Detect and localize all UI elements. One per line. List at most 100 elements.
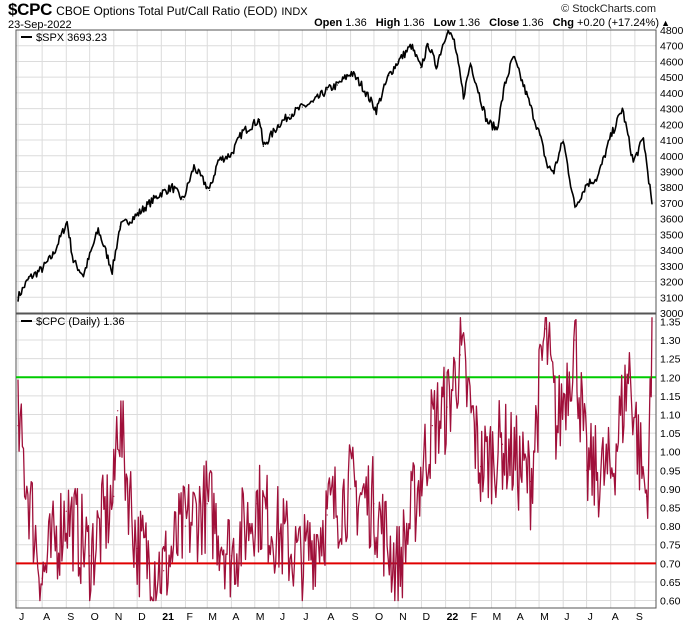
y-tick-label: 1.05 <box>660 428 681 440</box>
x-tick-label: J <box>564 611 569 623</box>
data-point <box>258 119 261 121</box>
data-point <box>119 225 121 228</box>
data-point <box>301 106 303 108</box>
data-point <box>529 480 532 483</box>
data-point <box>41 268 43 270</box>
data-point <box>501 443 504 445</box>
data-point <box>89 555 91 557</box>
security-name: CBOE Options Total Put/Call Ratio (EOD) <box>56 4 278 18</box>
data-point <box>526 93 528 96</box>
data-point <box>446 406 448 408</box>
data-point <box>326 89 328 91</box>
y-tick-label: 0.70 <box>660 558 681 570</box>
data-point <box>621 108 624 110</box>
data-point <box>72 260 74 262</box>
data-point <box>360 84 363 86</box>
y-tick-label: 3100 <box>660 292 684 304</box>
data-point <box>230 153 233 155</box>
data-point <box>651 203 653 205</box>
data-point <box>301 562 303 564</box>
open-value: 1.36 <box>345 17 367 29</box>
close-value: 1.36 <box>522 17 544 29</box>
y-tick-label: 3200 <box>660 277 684 289</box>
data-point <box>544 328 546 330</box>
y-tick-label: 4600 <box>660 56 684 68</box>
data-point <box>504 84 506 86</box>
y-tick-label: 1.00 <box>660 447 681 459</box>
data-point <box>182 199 184 201</box>
data-point <box>651 317 653 319</box>
x-tick-label: 22 <box>447 611 459 623</box>
data-point <box>163 570 165 572</box>
legend-label: $CPC (Daily) 1.36 <box>36 316 125 328</box>
x-tick-label: M <box>208 611 217 623</box>
data-point <box>241 131 243 133</box>
data-point <box>206 503 208 505</box>
y-tick-label: 3700 <box>660 198 684 210</box>
chart-date: 23-Sep-2022 <box>8 19 72 31</box>
x-tick-label: A <box>327 611 334 623</box>
x-tick-label: J <box>588 611 593 623</box>
data-point <box>645 495 648 497</box>
data-point <box>278 532 280 535</box>
y-tick-label: 0.80 <box>660 521 681 533</box>
triangle-up-icon: ▲ <box>661 18 670 28</box>
x-tick-label: A <box>517 611 524 623</box>
data-point <box>349 488 352 490</box>
x-tick-label: S <box>636 611 643 623</box>
data-point <box>638 454 641 457</box>
y-tick-label: 4000 <box>660 151 684 163</box>
data-point <box>427 43 430 45</box>
ohlc-readout: Open 1.36 High 1.36 Low 1.36 Close 1.36 Chg … <box>314 17 659 29</box>
data-point <box>556 428 558 430</box>
y-tick-label: 4700 <box>660 41 684 53</box>
data-point <box>610 473 612 475</box>
data-point <box>136 547 138 550</box>
data-point <box>574 339 576 341</box>
data-point <box>446 29 448 31</box>
data-point <box>496 128 498 130</box>
y-tick-label: 0.65 <box>660 577 681 589</box>
chart-title: $CPC CBOE Options Total Put/Call Ratio (E… <box>8 0 308 20</box>
y-tick-label: 3000 <box>660 308 684 320</box>
data-point <box>193 166 195 168</box>
low-value: 1.36 <box>458 17 481 29</box>
x-tick-label: 21 <box>162 611 174 623</box>
y-tick-label: 3600 <box>660 214 684 226</box>
open-label: Open <box>314 17 343 29</box>
data-point <box>435 65 437 67</box>
data-point <box>650 391 652 393</box>
x-tick-label: M <box>256 611 265 623</box>
data-point <box>628 369 631 371</box>
y-tick-label: 4300 <box>660 104 684 116</box>
y-tick-label: 1.25 <box>660 354 681 366</box>
x-tick-label: J <box>19 611 24 623</box>
data-point <box>512 56 514 58</box>
x-tick-label: D <box>422 611 430 623</box>
y-tick-label: 3400 <box>660 245 684 257</box>
data-point <box>113 495 115 497</box>
exchange: INDX <box>281 6 308 18</box>
data-point <box>17 296 19 298</box>
close-label: Close <box>489 17 520 29</box>
data-point <box>28 277 30 280</box>
y-tick-label: 1.10 <box>660 409 681 421</box>
data-point <box>420 67 422 69</box>
y-tick-label: 1.30 <box>660 335 681 347</box>
data-point <box>41 577 43 579</box>
panel-frame <box>15 313 657 609</box>
data-point <box>217 159 219 162</box>
data-point <box>486 120 488 122</box>
data-point <box>97 229 99 231</box>
y-tick-label: 0.60 <box>660 596 681 608</box>
y-tick-label: 0.90 <box>660 484 681 496</box>
spx-panel: 3000 3100 3200 3300 3400 3500 3600 3700 3800 3900… <box>15 25 684 320</box>
data-point <box>159 192 162 195</box>
x-tick-label: S <box>352 611 359 623</box>
data-point <box>459 354 461 356</box>
data-point <box>585 183 588 185</box>
data-point <box>632 161 634 163</box>
cpc-series-line <box>17 317 653 602</box>
spx-series-line <box>17 29 653 302</box>
